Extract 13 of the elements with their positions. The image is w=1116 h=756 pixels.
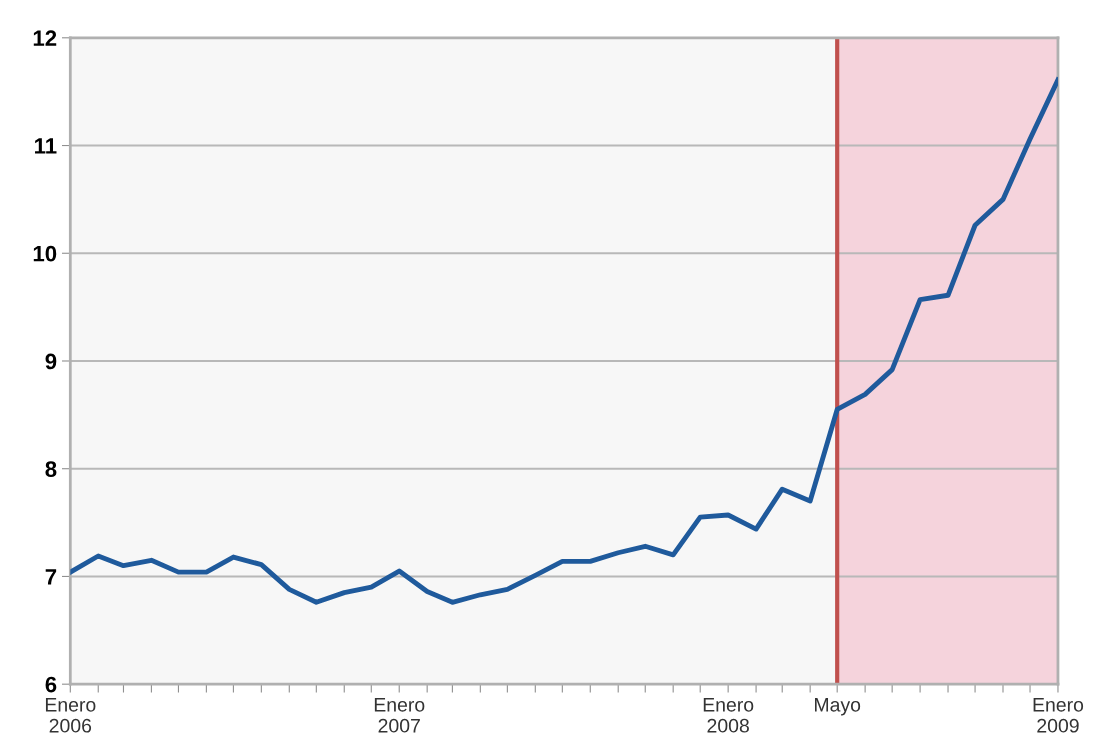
x-tick-label: Enero 2009 (1033, 698, 1084, 733)
line-series (70, 77, 1058, 605)
x-tick-label: Enero 2006 (45, 698, 96, 733)
y-tick-label: 6 (45, 676, 57, 693)
y-tick-label: 7 (45, 569, 57, 585)
y-tick-label: 11 (35, 138, 57, 154)
y-tick-label: 12 (33, 30, 57, 46)
x-tick-label: Mayo (815, 698, 861, 716)
y-tick-label: 9 (45, 353, 57, 370)
x-tick-label: Enero 2008 (703, 698, 754, 733)
y-tick-label: 10 (33, 245, 57, 262)
x-tick-label: Enero 2007 (374, 698, 425, 733)
y-tick-label: 8 (45, 461, 57, 477)
